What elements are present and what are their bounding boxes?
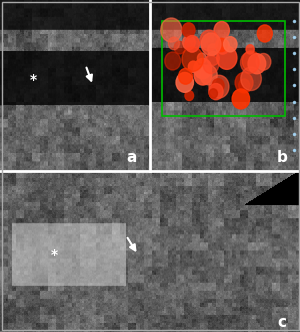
Circle shape (257, 25, 272, 42)
Bar (162, 21, 285, 116)
Text: c: c (278, 315, 286, 330)
Circle shape (194, 65, 212, 85)
Circle shape (174, 41, 185, 54)
Circle shape (214, 22, 230, 39)
Circle shape (216, 38, 227, 52)
Circle shape (161, 18, 182, 42)
Circle shape (209, 89, 218, 98)
Circle shape (235, 72, 253, 93)
Circle shape (209, 75, 229, 98)
Circle shape (209, 84, 223, 100)
Circle shape (176, 72, 194, 92)
Circle shape (185, 36, 200, 52)
Circle shape (183, 35, 195, 50)
Circle shape (203, 55, 219, 74)
Circle shape (197, 53, 206, 63)
Circle shape (194, 58, 212, 79)
Circle shape (216, 39, 230, 54)
Circle shape (168, 37, 179, 50)
Circle shape (241, 67, 261, 91)
Text: *: * (50, 248, 58, 262)
Circle shape (224, 37, 237, 52)
Circle shape (240, 52, 259, 73)
Circle shape (248, 54, 266, 74)
Circle shape (242, 51, 260, 71)
Circle shape (256, 53, 271, 70)
Text: *: * (29, 73, 37, 87)
Circle shape (200, 30, 218, 51)
Circle shape (182, 47, 203, 71)
Circle shape (217, 46, 237, 69)
Circle shape (200, 65, 217, 85)
Circle shape (201, 33, 221, 55)
Circle shape (239, 79, 250, 91)
Text: b: b (277, 150, 287, 165)
Circle shape (212, 79, 224, 92)
Text: a: a (127, 150, 137, 165)
Circle shape (246, 45, 254, 54)
Circle shape (232, 89, 250, 109)
Circle shape (188, 61, 198, 72)
Circle shape (208, 44, 218, 55)
Circle shape (185, 91, 194, 101)
Circle shape (165, 52, 181, 70)
Circle shape (178, 68, 193, 84)
Circle shape (182, 23, 195, 37)
Circle shape (207, 51, 219, 65)
